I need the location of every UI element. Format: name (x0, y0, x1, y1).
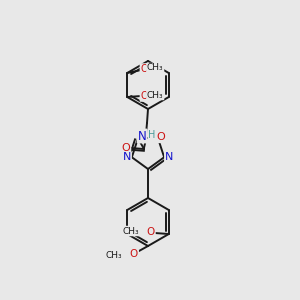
Text: CH₃: CH₃ (105, 250, 122, 260)
Text: O: O (140, 91, 148, 101)
Text: O: O (147, 227, 155, 237)
Text: O: O (122, 143, 130, 153)
Text: O: O (157, 132, 165, 142)
Text: N: N (138, 130, 146, 142)
Text: H: H (148, 130, 156, 140)
Text: O: O (140, 64, 148, 74)
Text: N: N (123, 152, 131, 162)
Text: CH₃: CH₃ (122, 226, 139, 236)
Text: N: N (165, 152, 173, 162)
Text: O: O (130, 249, 138, 259)
Text: CH₃: CH₃ (147, 91, 164, 100)
Text: CH₃: CH₃ (147, 64, 164, 73)
